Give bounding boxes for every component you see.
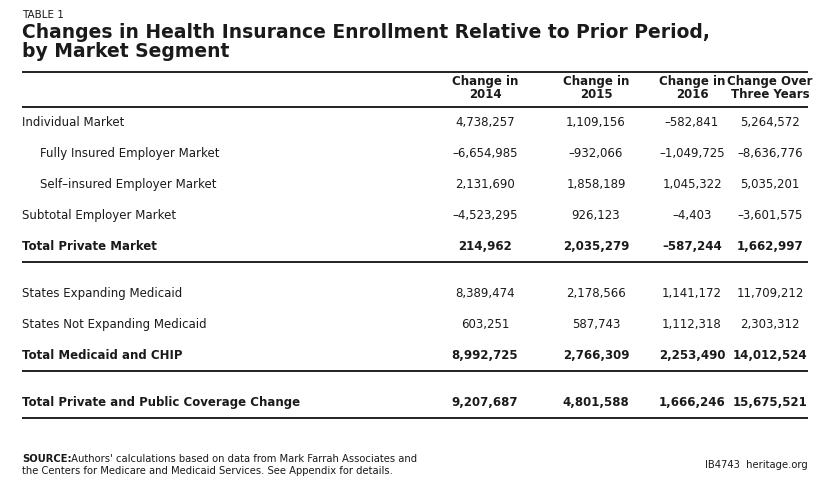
Text: 1,045,322: 1,045,322 [662, 178, 722, 191]
Text: 2,253,490: 2,253,490 [658, 349, 725, 362]
Text: the Centers for Medicare and Medicaid Services. See Appendix for details.: the Centers for Medicare and Medicaid Se… [22, 466, 393, 476]
Text: Change Over: Change Over [728, 75, 813, 88]
Text: Change in: Change in [452, 75, 518, 88]
Text: 2,178,566: 2,178,566 [566, 287, 626, 300]
Text: –587,244: –587,244 [662, 240, 722, 253]
Text: IB4743  heritage.org: IB4743 heritage.org [705, 460, 808, 470]
Text: 2,303,312: 2,303,312 [740, 318, 799, 331]
Text: Total Medicaid and CHIP: Total Medicaid and CHIP [22, 349, 182, 362]
Text: Self–insured Employer Market: Self–insured Employer Market [40, 178, 216, 191]
Text: –8,636,776: –8,636,776 [738, 147, 803, 160]
Text: 1,666,246: 1,666,246 [658, 396, 725, 409]
Text: SOURCE:: SOURCE: [22, 454, 72, 464]
Text: 14,012,524: 14,012,524 [733, 349, 808, 362]
Text: 2016: 2016 [676, 88, 709, 101]
Text: 8,992,725: 8,992,725 [452, 349, 518, 362]
Text: 5,035,201: 5,035,201 [740, 178, 799, 191]
Text: Three Years: Three Years [731, 88, 809, 101]
Text: Changes in Health Insurance Enrollment Relative to Prior Period,: Changes in Health Insurance Enrollment R… [22, 23, 710, 42]
Text: Subtotal Employer Market: Subtotal Employer Market [22, 209, 176, 222]
Text: Fully Insured Employer Market: Fully Insured Employer Market [40, 147, 219, 160]
Text: 2015: 2015 [580, 88, 612, 101]
Text: 1,662,997: 1,662,997 [737, 240, 804, 253]
Text: TABLE 1: TABLE 1 [22, 10, 64, 20]
Text: 1,141,172: 1,141,172 [662, 287, 722, 300]
Text: 4,801,588: 4,801,588 [563, 396, 629, 409]
Text: Change in: Change in [659, 75, 725, 88]
Text: 5,264,572: 5,264,572 [740, 116, 800, 129]
Text: 587,743: 587,743 [572, 318, 620, 331]
Text: 926,123: 926,123 [572, 209, 620, 222]
Text: 2014: 2014 [469, 88, 502, 101]
Text: –1,049,725: –1,049,725 [659, 147, 725, 160]
Text: 2,766,309: 2,766,309 [563, 349, 629, 362]
Text: –4,523,295: –4,523,295 [452, 209, 518, 222]
Text: 603,251: 603,251 [461, 318, 509, 331]
Text: 8,389,474: 8,389,474 [455, 287, 515, 300]
Text: 1,858,189: 1,858,189 [566, 178, 625, 191]
Text: Individual Market: Individual Market [22, 116, 125, 129]
Text: –582,841: –582,841 [665, 116, 719, 129]
Text: 2,035,279: 2,035,279 [563, 240, 629, 253]
Text: Total Private and Public Coverage Change: Total Private and Public Coverage Change [22, 396, 300, 409]
Text: 1,109,156: 1,109,156 [566, 116, 626, 129]
Text: States Not Expanding Medicaid: States Not Expanding Medicaid [22, 318, 206, 331]
Text: Change in: Change in [563, 75, 629, 88]
Text: 9,207,687: 9,207,687 [452, 396, 518, 409]
Text: –3,601,575: –3,601,575 [738, 209, 803, 222]
Text: Authors' calculations based on data from Mark Farrah Associates and: Authors' calculations based on data from… [68, 454, 417, 464]
Text: 15,675,521: 15,675,521 [733, 396, 808, 409]
Text: 1,112,318: 1,112,318 [662, 318, 722, 331]
Text: –6,654,985: –6,654,985 [452, 147, 518, 160]
Text: 214,962: 214,962 [458, 240, 512, 253]
Text: 4,738,257: 4,738,257 [455, 116, 515, 129]
Text: States Expanding Medicaid: States Expanding Medicaid [22, 287, 182, 300]
Text: 2,131,690: 2,131,690 [455, 178, 515, 191]
Text: –4,403: –4,403 [672, 209, 712, 222]
Text: 11,709,212: 11,709,212 [736, 287, 804, 300]
Text: –932,066: –932,066 [568, 147, 623, 160]
Text: Total Private Market: Total Private Market [22, 240, 157, 253]
Text: by Market Segment: by Market Segment [22, 42, 229, 61]
